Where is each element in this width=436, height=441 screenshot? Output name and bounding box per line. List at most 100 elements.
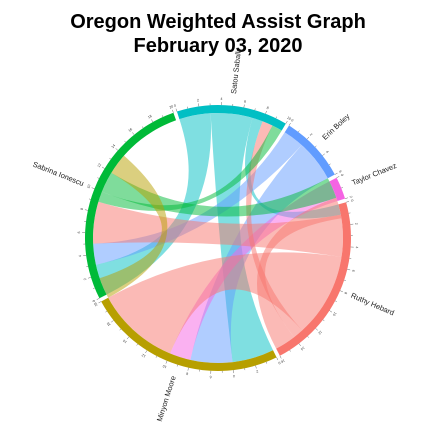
- tick-mark: [93, 288, 95, 289]
- tick-label: 4: [233, 374, 235, 378]
- tick-label: 4: [355, 246, 359, 248]
- tick-label: 10: [86, 184, 91, 189]
- tick-label: 4: [78, 255, 82, 258]
- tick-mark: [308, 336, 309, 337]
- sector-label-taylor-chavez: Taylor Chavez: [350, 161, 398, 187]
- tick-mark: [329, 311, 332, 313]
- tick-mark: [92, 188, 95, 189]
- tick-mark: [188, 368, 189, 371]
- tick-label: 4: [221, 97, 223, 101]
- tick-mark: [120, 329, 121, 330]
- tick-mark: [137, 344, 138, 345]
- tick-mark: [102, 167, 105, 169]
- tick-label: 10: [332, 311, 338, 316]
- tick-mark: [280, 356, 281, 359]
- tick-mark: [329, 164, 331, 165]
- tick-label: 16: [128, 127, 134, 133]
- tick-mark: [177, 365, 178, 367]
- tick-label: 0: [277, 361, 281, 365]
- chord-links: [93, 113, 343, 363]
- tick-label: 8: [186, 371, 189, 375]
- tick-label: 12: [141, 353, 146, 358]
- tick-mark: [142, 127, 143, 128]
- tick-mark: [347, 269, 350, 270]
- tick-label: 2: [349, 195, 353, 198]
- tick-mark: [307, 137, 309, 139]
- tick-label: 6: [351, 269, 355, 272]
- tick-mark: [166, 361, 167, 364]
- tick-label: 4: [325, 150, 329, 154]
- tick-label: 8: [80, 208, 84, 211]
- tick-mark: [276, 117, 277, 119]
- tick-label: 14: [300, 346, 306, 352]
- tick-mark: [335, 301, 337, 302]
- tick-mark: [277, 357, 278, 360]
- tick-label: 14: [111, 144, 117, 150]
- tick-mark: [290, 350, 291, 352]
- tick-mark: [89, 199, 91, 200]
- tick-mark: [346, 201, 349, 202]
- tick-label: 10: [162, 364, 167, 369]
- tick-mark: [266, 362, 267, 364]
- tick-label: 6: [338, 170, 342, 174]
- tick-mark: [286, 121, 288, 124]
- tick-label: 12: [317, 330, 323, 336]
- tick-label: 2: [354, 223, 358, 225]
- tick-label: 8: [266, 106, 269, 110]
- tick-mark: [345, 198, 348, 199]
- tick-mark: [88, 277, 91, 278]
- tick-label: 18: [147, 114, 152, 119]
- tick-label: 16: [106, 321, 112, 327]
- tick-mark: [124, 141, 125, 142]
- tick-label: 2: [256, 369, 259, 373]
- tick-mark: [99, 302, 102, 303]
- tick-mark: [132, 132, 134, 134]
- tick-label: 0: [290, 118, 294, 122]
- tick-mark: [116, 148, 118, 150]
- tick-mark: [340, 291, 343, 292]
- tick-label: 14: [122, 339, 128, 345]
- tick-mark: [127, 337, 129, 339]
- tick-label: 2: [309, 133, 313, 137]
- tick-mark: [97, 298, 100, 299]
- sector-label-ruthy-hebard: Ruthy Hebard: [350, 291, 396, 318]
- tick-mark: [298, 131, 299, 132]
- tick-mark: [337, 176, 340, 177]
- tick-label: 6: [77, 231, 81, 233]
- tick-mark: [335, 173, 338, 174]
- tick-mark: [111, 320, 113, 322]
- tick-label: 8: [343, 291, 347, 294]
- tick-mark: [145, 350, 147, 353]
- tick-mark: [151, 119, 152, 122]
- tick-label: 6: [209, 375, 211, 379]
- tick-label: 2: [83, 278, 87, 281]
- chart-title: Oregon Weighted Assist Graph: [70, 11, 366, 33]
- tick-mark: [341, 187, 343, 188]
- sector-label-erin-boley: Erin Boley: [320, 112, 351, 142]
- tick-mark: [109, 158, 110, 159]
- tick-mark: [156, 356, 157, 358]
- tick-mark: [344, 280, 346, 281]
- tick-label: 0: [92, 299, 96, 303]
- tick-label: 6: [244, 99, 247, 103]
- tick-mark: [323, 320, 324, 321]
- tick-mark: [172, 110, 173, 113]
- tick-label: 12: [97, 163, 102, 168]
- tick-mark: [176, 109, 177, 112]
- tick-mark: [105, 311, 107, 312]
- sector-label-sabrina-ionescu: Sabrina Ionescu: [31, 160, 85, 188]
- tick-mark: [289, 123, 291, 126]
- tick-mark: [85, 210, 88, 211]
- tick-label: 0: [350, 199, 354, 202]
- tick-mark: [316, 328, 318, 330]
- tick-label: 0: [173, 104, 176, 108]
- tick-mark: [162, 115, 163, 117]
- tick-mark: [315, 146, 316, 147]
- tick-mark: [299, 344, 301, 346]
- tick-mark: [322, 154, 324, 156]
- tick-mark: [266, 111, 267, 114]
- tick-mark: [256, 366, 257, 369]
- tick-label: 2: [197, 98, 200, 102]
- tick-mark: [244, 105, 245, 108]
